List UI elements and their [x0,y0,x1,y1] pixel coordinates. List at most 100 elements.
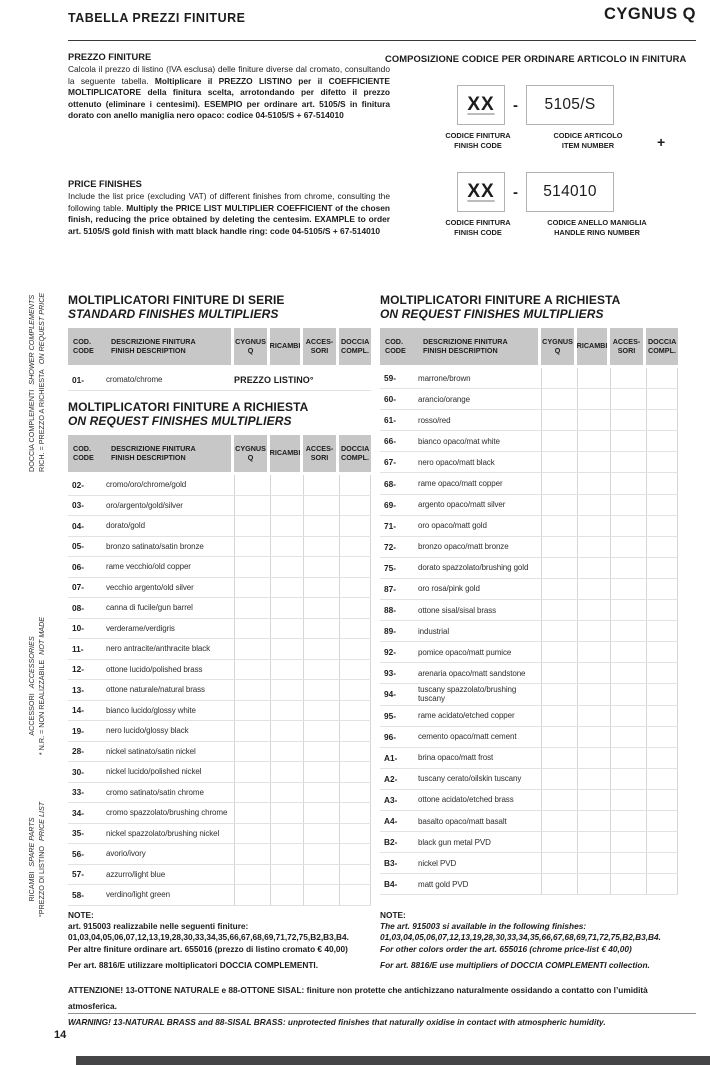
request-multipliers-title-left: MOLTIPLICATORI FINITURE A RICHIESTA ON R… [68,400,309,428]
table-row: 02- cromo/oro/chrome/gold [68,475,371,496]
ricambi-cell [577,452,607,473]
finish-description: tuscany cerato/oilskin tuscany [418,774,522,784]
table-row: 07- vecchio argento/old silver [68,577,371,598]
footer-divider [68,1013,696,1014]
finish-description: verderame/verdigris [106,623,175,633]
ricambi-cell [270,700,300,720]
accessori-cell [303,536,336,556]
standard-finishes-table: COD. CODE DESCRIZIONE FINITURA FINISH DESC… [68,328,371,391]
finish-description: cromato/chrome [106,375,163,384]
cygnus-q-cell [234,885,267,905]
accessori-cell [610,789,643,810]
cygnus-q-cell [541,874,574,895]
cygnus-q-cell [234,516,267,536]
cygnus-q-cell [234,741,267,761]
cygnus-q-cell [234,700,267,720]
doccia-compl-column-header: DOCCIA COMPL. [339,328,371,365]
doccia-compl-cell [646,642,678,663]
table-row: A3- ottone acidato/etched brass [380,789,678,811]
ricambi-cell [577,431,607,452]
finish-description: avorio/ivory [106,849,146,859]
cygnus-q-column-header: CYGNUS Q [234,435,267,472]
table-row: 61- rosso/red [380,410,678,432]
intro-paragraph-italian: PREZZO FINITURE Calcola il prezzo di lis… [68,52,390,121]
table-row: 68- rame opaco/matt copper [380,473,678,495]
doccia-compl-cell [339,618,371,638]
doccia-compl-cell [646,768,678,789]
ricambi-cell [270,495,300,515]
finish-description: verdino/light green [106,890,170,900]
accessori-cell [303,721,336,741]
finish-code: 01- [72,374,84,385]
table-row: 72- bronzo opaco/matt bronze [380,536,678,558]
table-row: 10- verderame/verdigris [68,618,371,639]
ricambi-cell [577,642,607,663]
doccia-compl-cell [339,885,371,905]
finish-description: cromo spazzolato/brushing chrome [106,808,228,818]
note-italian: NOTE: art. 915003 realizzabile nelle seg… [68,910,380,971]
finish-code: 92- [384,647,396,658]
finish-code-label: CODICE FINITURA FINISH CODE [445,131,511,150]
finish-description: ottone lucido/polished brass [106,664,203,674]
cygnus-q-cell [234,659,267,679]
finish-code: 10- [72,623,84,634]
finish-description: oro/argento/gold/silver [106,500,183,510]
ricambi-cell [577,578,607,600]
doccia-compl-cell [339,762,371,782]
accessori-cell [303,864,336,884]
ricambi-cell [270,721,300,741]
finish-code: 28- [72,746,84,757]
accessori-cell [303,557,336,577]
finish-code: 34- [72,807,84,818]
table-row: 56- avorio/ivory [68,844,371,865]
doccia-compl-cell [339,577,371,597]
finish-description: cromo satinato/satin chrome [106,787,204,797]
doccia-compl-column-header: DOCCIA COMPL. [339,435,371,472]
cygnus-q-cell [541,853,574,874]
finish-code: 11- [72,643,84,654]
description-column-header: DESCRIZIONE FINITURA FINISH DESCRIPTION [111,336,196,355]
finish-code: 56- [72,848,84,859]
ricambi-cell [577,810,607,832]
table-row: 33- cromo satinato/satin chrome [68,782,371,803]
ricambi-cell [577,768,607,789]
table-row: 88- ottone sisal/sisal brass [380,600,678,622]
accessori-cell [610,621,643,642]
finish-code: 72- [384,541,396,552]
doccia-compl-cell [646,621,678,642]
table-row: 67- nero opaco/matt black [380,452,678,474]
cygnus-q-cell [234,577,267,597]
doccia-compl-cell [646,789,678,810]
doccia-compl-cell [339,557,371,577]
page-title: TABELLA PREZZI FINITURE [68,11,246,25]
cygnus-q-cell [234,803,267,823]
finish-code: B4- [384,879,398,890]
table-row: 30- nickel lucido/polished nickel [68,762,371,783]
finish-code: 04- [72,520,84,531]
cygnus-q-cell [541,368,574,389]
table-row: 19- nero lucido/glossy black [68,721,371,742]
accessori-cell [610,705,643,726]
table-row: 03- oro/argento/gold/silver [68,495,371,516]
cygnus-q-cell [541,789,574,810]
finish-description: pomice opaco/matt pumice [418,647,512,657]
cygnus-q-cell [234,475,267,495]
ricambi-cell [577,726,607,747]
ricambi-column-header: RICAMBI [577,328,607,365]
finish-description: ottone acidato/etched brass [418,795,514,805]
doccia-compl-cell [646,810,678,832]
accessori-cell [303,639,336,659]
code-composition-title: COMPOSIZIONE CODICE PER ORDINARE ARTICOL… [385,53,687,64]
table-row-chrome: 01- cromato/chrome PREZZO LISTINO° [68,369,371,391]
doccia-compl-cell [339,864,371,884]
table-header: COD. CODE DESCRIZIONE FINITURA FINISH DESC… [68,328,371,365]
code-composition-section: COMPOSIZIONE CODICE PER ORDINARE ARTICOL… [385,53,696,237]
table-row: 71- oro opaco/matt gold [380,515,678,537]
plus-sign: + [657,134,666,150]
ricambi-cell [270,557,300,577]
accessori-cell [303,885,336,905]
doccia-compl-column-header: DOCCIA COMPL. [646,328,678,365]
accessori-cell [610,578,643,600]
doccia-compl-cell [339,475,371,495]
